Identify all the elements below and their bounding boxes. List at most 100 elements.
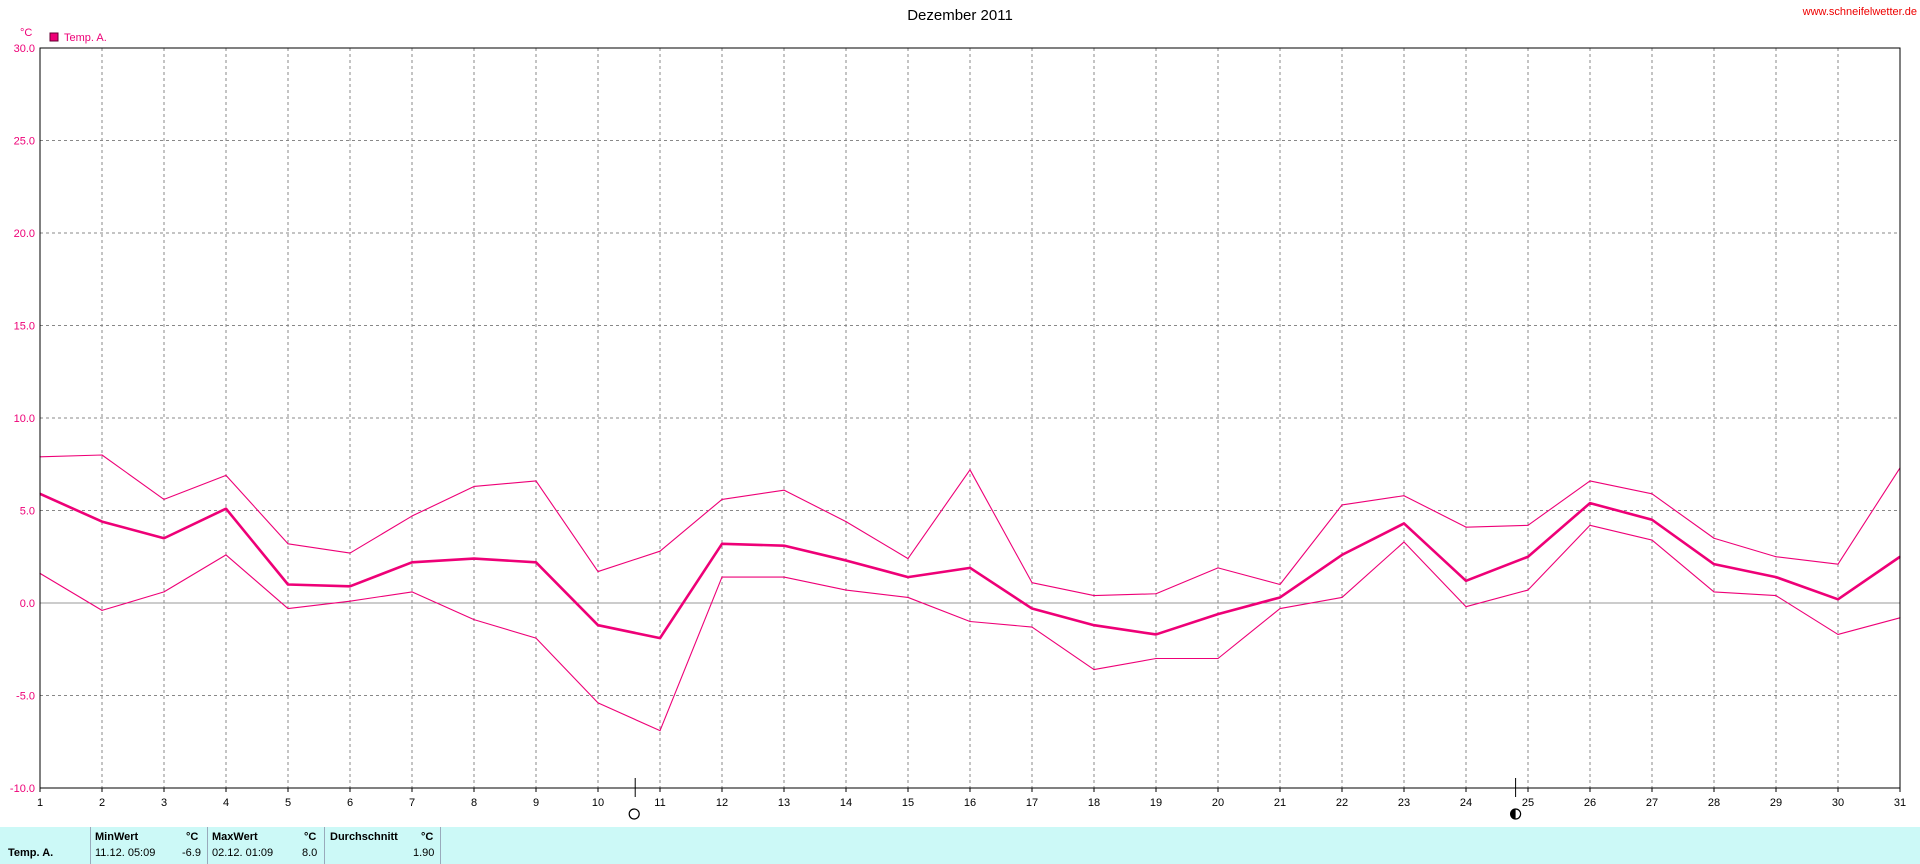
x-tick-label: 27 [1646, 797, 1658, 809]
data-point-max [1093, 595, 1095, 597]
x-tick-label: 28 [1708, 797, 1720, 809]
x-tick-label: 24 [1460, 797, 1472, 809]
data-point-mean [907, 576, 909, 578]
data-point-min [1651, 539, 1653, 541]
data-point-mean [411, 561, 413, 563]
data-point-min [1465, 606, 1467, 608]
statistics-table: Temp. A. MinWert °C 11.12. 05:09 -6.9 Ma… [0, 827, 1920, 864]
data-point-max [101, 454, 103, 456]
y-tick-label: 5.0 [20, 506, 35, 518]
x-tick-label: 1 [37, 797, 43, 809]
data-point-min [1775, 595, 1777, 597]
data-point-min [1217, 657, 1219, 660]
data-point-min [163, 591, 165, 593]
data-point-mean [845, 559, 847, 562]
data-point-mean [969, 567, 971, 569]
table-divider [207, 827, 208, 864]
data-point-min [845, 589, 847, 591]
data-point-min [287, 607, 289, 610]
moon-phase-markers [628, 778, 1522, 820]
data-point-min [225, 554, 227, 556]
data-point-max [597, 570, 599, 573]
data-point-max [659, 550, 661, 552]
data-point-max [783, 489, 785, 491]
data-point-min [1341, 596, 1343, 599]
data-point-min [535, 637, 537, 639]
temperature-chart: Dezember 2011 www.schneifelwetter.de °C … [10, 6, 1917, 820]
x-tick-label: 21 [1274, 797, 1286, 809]
data-point-min [1527, 589, 1529, 591]
data-point-max [845, 521, 847, 523]
data-point-mean [1527, 556, 1529, 558]
table-divider [440, 827, 441, 864]
x-tick-label: 12 [716, 797, 728, 809]
data-point-mean [1713, 563, 1715, 565]
data-point-max [349, 552, 351, 554]
site-label[interactable]: www.schneifelwetter.de [1802, 6, 1917, 18]
x-tick-label: 18 [1088, 797, 1100, 809]
x-tick-label: 2 [99, 797, 105, 809]
legend-label: Temp. A. [64, 32, 107, 44]
x-tick-label: 22 [1336, 797, 1348, 809]
data-point-max [411, 515, 413, 517]
data-point-mean [349, 585, 351, 587]
x-tick-labels: 1 2 3 4 5 6 7 8 9 10 11 12 13 14 15 16 17 18 19 20 21 22 23 24 2… [37, 788, 1906, 809]
x-tick-label: 25 [1522, 797, 1534, 809]
data-point-max [1589, 480, 1591, 482]
data-point-max [1527, 524, 1529, 526]
y-tick-label: 30.0 [14, 43, 35, 55]
plot-frame [39, 47, 1901, 789]
data-point-mean [1341, 554, 1343, 556]
data-point-max [1279, 583, 1281, 586]
data-point-max [1775, 556, 1777, 558]
data-point-min [1093, 669, 1095, 671]
x-tick-label: 3 [161, 797, 167, 809]
data-point-max [1031, 582, 1033, 584]
max-time: 02.12. 01:09 [212, 847, 274, 859]
data-point-min [1589, 524, 1591, 526]
data-point-min [783, 576, 785, 578]
chart-title: Dezember 2011 [907, 7, 1013, 24]
data-point-mean [1155, 633, 1157, 636]
x-tick-label: 10 [592, 797, 604, 809]
data-point-mean [783, 545, 785, 547]
data-point-min [411, 591, 413, 593]
data-point-mean [1217, 613, 1219, 615]
x-tick-label: 19 [1150, 797, 1162, 809]
y-tick-label: 20.0 [14, 228, 35, 240]
data-point-max [1465, 526, 1467, 528]
data-point-min [1837, 633, 1839, 636]
x-tick-label: 8 [471, 797, 477, 809]
x-tick-label: 30 [1832, 797, 1844, 809]
x-tick-label: 13 [778, 797, 790, 809]
data-point-max [907, 558, 909, 560]
data-point-min [1713, 591, 1715, 593]
data-point-max [1651, 493, 1653, 495]
series-line-min [39, 524, 1901, 732]
data-point-max [163, 498, 165, 500]
data-point-max [1403, 495, 1405, 497]
data-point-max [969, 469, 971, 471]
y-tick-label: 10.0 [14, 413, 35, 425]
y-tick-labels: 30.0 25.0 20.0 15.0 10.0 5.0 0.0 -5.0 -10.0 [10, 43, 35, 795]
data-point-max [1217, 567, 1219, 569]
data-point-max [225, 474, 227, 476]
data-point-mean [225, 508, 227, 510]
x-tick-label: 14 [840, 797, 852, 809]
avg-unit: °C [421, 831, 434, 843]
x-tick-label: 23 [1398, 797, 1410, 809]
y-tick-label: 25.0 [14, 136, 35, 148]
series-lines [39, 454, 1901, 732]
data-point-min [659, 730, 661, 732]
x-tick-label: 17 [1026, 797, 1038, 809]
data-point-mean [1031, 607, 1033, 610]
data-point-min [1403, 541, 1405, 543]
grid [40, 48, 1900, 788]
data-point-min [1031, 626, 1033, 628]
data-point-mean [1589, 502, 1591, 504]
x-tick-label: 31 [1894, 797, 1906, 809]
data-point-min [101, 609, 103, 612]
data-point-mean [1651, 519, 1653, 521]
data-point-mean [163, 537, 165, 539]
data-point-min [1155, 657, 1157, 660]
